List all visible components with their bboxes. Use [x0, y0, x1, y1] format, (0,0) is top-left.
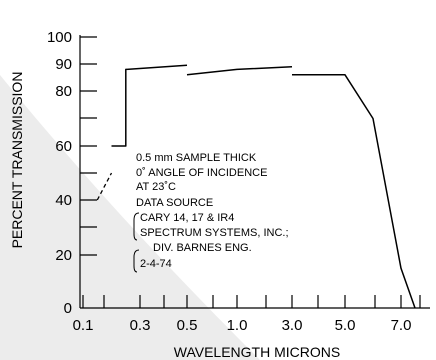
x-tick-label: 7.0 [391, 317, 412, 334]
series-solid-segment-1 [111, 64, 188, 147]
x-tick-label: 0.5 [177, 317, 198, 334]
curves [96, 64, 416, 309]
x-tick-label: 5.0 [335, 317, 356, 334]
annotation-block: 0.5 mm SAMPLE THICK 0˚ ANGLE OF INCIDENCE… [136, 152, 289, 270]
brace-lower [133, 249, 140, 273]
annotation-line-2: 0˚ ANGLE OF INCIDENCE [136, 167, 267, 179]
series-solid-segment-3 [292, 74, 416, 309]
annotation-line-6: SPECTRUM SYSTEMS, INC.; [140, 227, 289, 239]
annotation-line-1: 0.5 mm SAMPLE THICK [136, 152, 257, 164]
data-source-brace [133, 212, 140, 273]
annotation-line-5: CARY 14, 17 & IR4 [140, 212, 234, 224]
annotation-line-8: 2-4-74 [140, 258, 172, 270]
brace-upper [133, 212, 140, 241]
series-dashed-segment-1 [96, 172, 113, 201]
y-tick-label: 80 [55, 83, 72, 100]
watermark-shape [0, 75, 260, 360]
annotation-line-3: AT 23˚C [136, 181, 176, 193]
tick-labels: 0.1 0.3 0.5 1.0 3.0 5.0 7.0 0 20 40 60 80 90 100 [47, 29, 411, 334]
axes [79, 35, 430, 309]
x-tick-label: 0.3 [130, 317, 151, 334]
x-tick-label: 0.1 [73, 317, 94, 334]
y-tick-label: 20 [55, 247, 72, 264]
annotation-line-7: DIV. BARNES ENG. [153, 242, 252, 254]
annotation-line-4: DATA SOURCE [136, 197, 213, 209]
y-tick-label: 0 [64, 300, 72, 317]
x-axis-title: WAVELENGTH MICRONS [174, 344, 340, 360]
y-axis-title: PERCENT TRANSMISSION [9, 72, 25, 249]
y-tick-label: 100 [47, 29, 72, 46]
x-tick-label: 1.0 [227, 317, 248, 334]
y-tick-label: 60 [55, 138, 72, 155]
series-solid-segment-2 [186, 65, 293, 76]
y-tick-label: 40 [55, 192, 72, 209]
y-tick-label: 90 [55, 56, 72, 73]
ticks [80, 36, 421, 308]
x-tick-label: 3.0 [282, 317, 303, 334]
